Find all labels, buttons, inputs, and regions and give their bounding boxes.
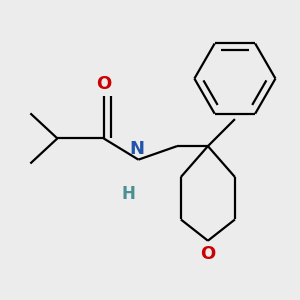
- Text: O: O: [200, 245, 215, 263]
- Text: N: N: [129, 140, 144, 158]
- Text: H: H: [122, 185, 136, 203]
- Text: O: O: [96, 75, 111, 93]
